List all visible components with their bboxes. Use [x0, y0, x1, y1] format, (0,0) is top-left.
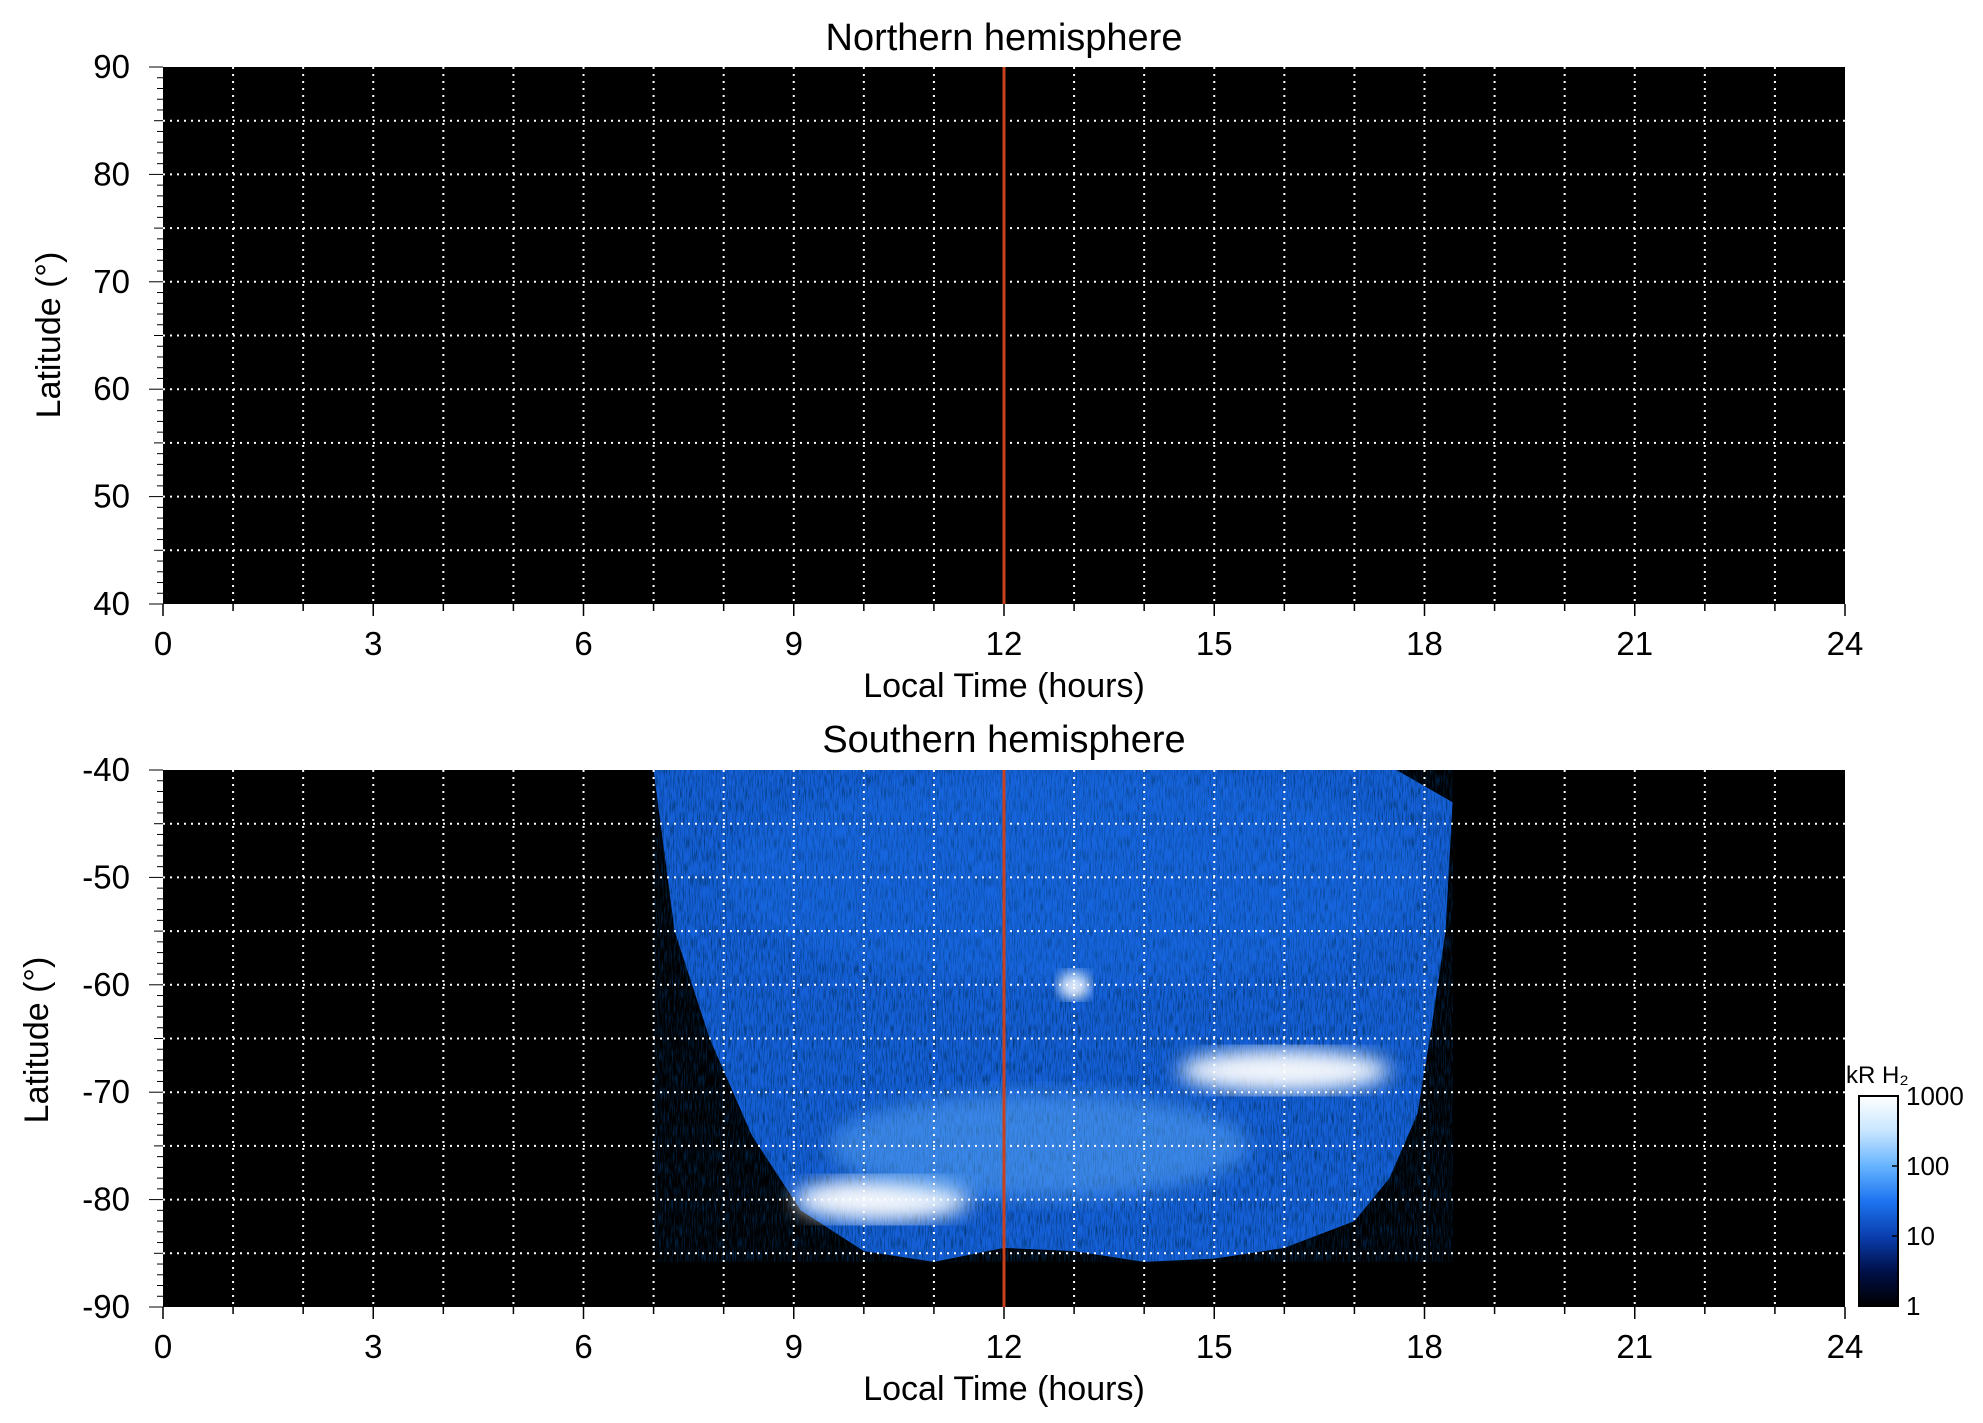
south-axis-ticks [149, 769, 1846, 1319]
north-y-tick-label: 80 [93, 155, 130, 192]
south-y-axis-label: Latitude (°) [18, 957, 56, 1124]
colorbar-ticks: 1 10 100 1000 [1892, 1081, 1964, 1321]
south-x-tick-label: 24 [1827, 1328, 1864, 1365]
north-x-tick-label: 24 [1827, 625, 1864, 662]
north-x-tick-label: 0 [154, 625, 172, 662]
south-panel-title: Southern hemisphere [822, 719, 1185, 761]
colorbar-tick-label: 1000 [1906, 1081, 1964, 1111]
north-x-tick-label: 3 [364, 625, 382, 662]
north-y-tick-label: 70 [93, 263, 130, 300]
north-y-tick-labels: 40 50 60 70 80 90 [93, 48, 130, 622]
north-y-tick-label: 40 [93, 585, 130, 622]
north-panel-title: Northern hemisphere [826, 17, 1183, 59]
colorbar-tick-label: 1 [1906, 1291, 1920, 1321]
south-x-tick-label: 12 [986, 1328, 1023, 1365]
south-x-tick-labels: 0 3 6 9 12 15 18 21 24 [154, 1328, 1864, 1365]
south-x-tick-label: 15 [1196, 1328, 1233, 1365]
colorbar-title: kR H₂ [1846, 1062, 1909, 1089]
south-x-tick-label: 6 [574, 1328, 592, 1365]
north-axis-ticks [149, 66, 1846, 616]
north-y-tick-label: 50 [93, 478, 130, 515]
north-panel: Northern hemisphere 0 3 6 9 12 15 18 21 24 40 50 6… [30, 17, 1863, 705]
colorbar-tick-label: 10 [1906, 1221, 1935, 1251]
north-x-tick-label: 6 [574, 625, 592, 662]
north-x-tick-label: 9 [785, 625, 803, 662]
north-y-tick-label: 60 [93, 370, 130, 407]
north-x-tick-label: 12 [986, 625, 1023, 662]
emission-dusk-oval-patch [1179, 1049, 1390, 1093]
north-x-tick-label: 15 [1196, 625, 1233, 662]
south-panel: Southern hemisphere 0 3 6 9 12 15 18 21 24 -90 -8… [18, 719, 1964, 1408]
north-x-tick-label: 21 [1616, 625, 1653, 662]
south-y-tick-label: -40 [82, 751, 130, 788]
south-x-tick-label: 9 [785, 1328, 803, 1365]
south-y-tick-label: -80 [82, 1181, 130, 1218]
south-x-tick-label: 21 [1616, 1328, 1653, 1365]
south-y-tick-label: -90 [82, 1288, 130, 1325]
south-y-tick-label: -50 [82, 858, 130, 895]
south-y-tick-label: -70 [82, 1073, 130, 1110]
north-x-axis-label: Local Time (hours) [863, 667, 1145, 705]
south-x-tick-label: 3 [364, 1328, 382, 1365]
north-y-axis-label: Latitude (°) [30, 252, 68, 419]
colorbar-gradient [1858, 1095, 1899, 1307]
north-x-tick-label: 18 [1406, 625, 1443, 662]
south-x-tick-label: 0 [154, 1328, 172, 1365]
colorbar: kR H₂ 1 10 100 1000 [1846, 1062, 1964, 1321]
south-x-tick-label: 18 [1406, 1328, 1443, 1365]
south-y-tick-labels: -90 -80 -70 -60 -50 -40 [82, 751, 130, 1325]
colorbar-tick-label: 100 [1906, 1151, 1949, 1181]
north-y-tick-label: 90 [93, 48, 130, 85]
south-x-axis-label: Local Time (hours) [863, 1370, 1145, 1408]
south-y-tick-label: -60 [82, 966, 130, 1003]
north-x-tick-labels: 0 3 6 9 12 15 18 21 24 [154, 625, 1864, 662]
